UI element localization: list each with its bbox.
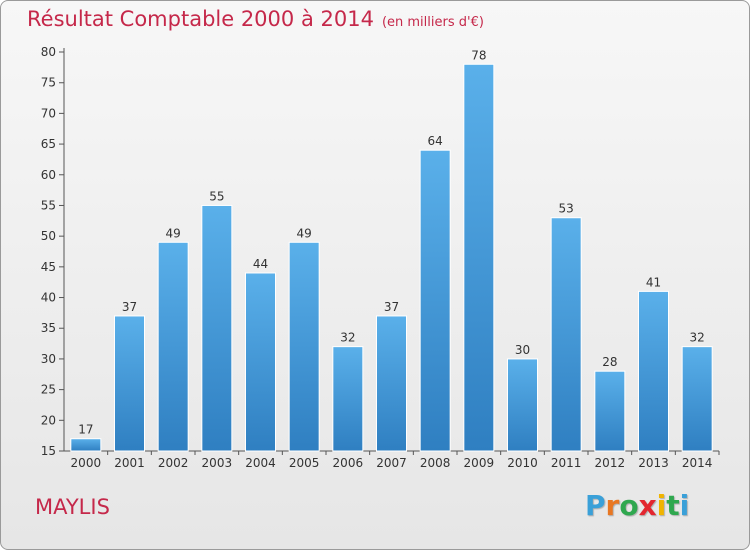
- bar-2001: [114, 315, 145, 452]
- x-tick-label-2008: 2008: [420, 456, 451, 470]
- x-tick-label-2014: 2014: [682, 456, 713, 470]
- logo-letter: i: [656, 489, 667, 522]
- data-label-2005: 49: [297, 226, 312, 240]
- bar-2000: [70, 438, 102, 452]
- bar-2003: [201, 204, 233, 452]
- location-name: MAYLIS: [35, 495, 110, 519]
- y-tick-label: 75: [41, 76, 56, 90]
- bar-2006: [332, 346, 364, 452]
- x-tick-label-2010: 2010: [507, 456, 538, 470]
- x-tick-label-2003: 2003: [202, 456, 233, 470]
- data-label-2002: 49: [166, 226, 181, 240]
- x-tick-label-2002: 2002: [158, 456, 189, 470]
- y-tick-label: 80: [41, 45, 56, 59]
- bar-2008: [419, 149, 451, 452]
- bar-2010: [507, 358, 538, 452]
- y-tick-label: 50: [41, 229, 56, 243]
- bar-2005: [288, 241, 320, 452]
- y-tick-label: 20: [41, 413, 56, 427]
- data-label-2000: 17: [78, 423, 93, 437]
- data-label-2011: 53: [559, 202, 574, 216]
- x-tick-label-2006: 2006: [333, 456, 364, 470]
- logo-letter: r: [605, 489, 620, 522]
- y-tick-label: 65: [41, 137, 56, 151]
- data-label-2001: 37: [122, 300, 137, 314]
- x-tick-label-2001: 2001: [114, 456, 145, 470]
- y-tick-label: 60: [41, 168, 56, 182]
- bar-2011: [550, 217, 582, 452]
- data-label-2014: 32: [690, 331, 705, 345]
- data-label-2009: 78: [471, 48, 486, 62]
- y-tick-label: 30: [41, 352, 56, 366]
- y-tick-label: 40: [41, 291, 56, 305]
- x-tick-label-2005: 2005: [289, 456, 320, 470]
- x-tick-label-2004: 2004: [245, 456, 276, 470]
- data-label-2013: 41: [646, 275, 661, 289]
- chart-title: Résultat Comptable 2000 à 2014 (en millie…: [27, 7, 484, 31]
- bars: [70, 63, 713, 452]
- chart-title-text: Résultat Comptable 2000 à 2014: [27, 7, 374, 31]
- x-tick-label-2009: 2009: [464, 456, 495, 470]
- x-tick-label-2011: 2011: [551, 456, 582, 470]
- y-tick-label: 15: [41, 444, 56, 458]
- y-tick-label: 70: [41, 106, 56, 120]
- logo-letter: P: [585, 489, 606, 522]
- bar-2004: [245, 272, 276, 452]
- data-label-2003: 55: [209, 189, 224, 203]
- bar-2007: [376, 315, 407, 452]
- logo-letter: t: [666, 489, 680, 522]
- data-label-2010: 30: [515, 343, 530, 357]
- bar-2009: [463, 63, 495, 452]
- y-tick-label: 25: [41, 383, 56, 397]
- data-label-2008: 64: [428, 134, 443, 148]
- bar-2014: [681, 346, 713, 452]
- y-tick-label: 55: [41, 198, 56, 212]
- x-tick-label-2012: 2012: [595, 456, 626, 470]
- x-tick-label-2013: 2013: [638, 456, 669, 470]
- y-tick-label: 45: [41, 260, 56, 274]
- bar-2012: [594, 370, 626, 452]
- data-labels: 17 37 49 55 44 49 32 37 64 78 30 53 28 41 32: [78, 48, 705, 436]
- data-label-2007: 37: [384, 300, 399, 314]
- axes: 15 20 25 30 35 40 45 50 55 60 65 70 75 80 2000 2001 2002…: [41, 45, 720, 470]
- bar-2013: [638, 290, 669, 452]
- proxiti-logo: Proxiti: [585, 489, 689, 522]
- data-label-2006: 32: [340, 331, 355, 345]
- logo-letter: o: [619, 489, 639, 522]
- logo-letter: i: [679, 489, 690, 522]
- logo-letter: x: [638, 489, 657, 522]
- y-tick-label: 35: [41, 321, 56, 335]
- data-label-2004: 44: [253, 257, 268, 271]
- x-tick-label-2007: 2007: [376, 456, 407, 470]
- bar-2002: [157, 241, 189, 452]
- data-label-2012: 28: [602, 355, 617, 369]
- chart-subtitle: (en milliers d'€): [381, 15, 484, 30]
- x-tick-label-2000: 2000: [71, 456, 102, 470]
